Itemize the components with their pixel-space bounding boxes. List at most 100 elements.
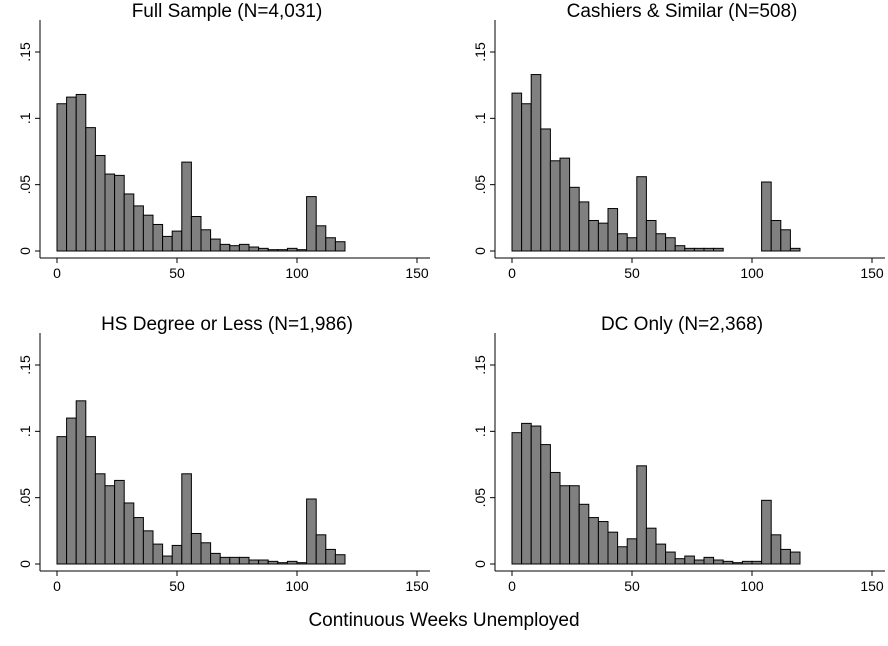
bar — [578, 201, 590, 252]
bar — [607, 208, 619, 252]
bar — [123, 193, 135, 252]
x-tick-label: 150 — [860, 265, 884, 281]
bar — [684, 247, 695, 252]
bar — [133, 205, 144, 252]
bar — [258, 559, 269, 565]
bar — [200, 229, 212, 252]
x-tick-label: 50 — [169, 578, 185, 594]
bar — [559, 485, 571, 565]
bar — [559, 157, 571, 252]
bar — [674, 245, 686, 252]
bar — [569, 485, 580, 565]
bar — [789, 551, 801, 565]
bar — [511, 432, 523, 565]
bar — [521, 103, 532, 252]
bar — [306, 498, 317, 565]
bar — [200, 542, 212, 565]
bar — [85, 436, 96, 565]
bar — [530, 425, 542, 565]
x-tick-label: 100 — [740, 578, 764, 594]
bar — [104, 485, 116, 565]
bar — [277, 562, 288, 565]
x-tick-label: 100 — [740, 265, 764, 281]
bar — [171, 230, 183, 252]
bar — [171, 544, 183, 565]
bar — [152, 543, 164, 565]
bar — [286, 247, 298, 252]
bar — [75, 400, 87, 565]
bar — [540, 444, 551, 565]
bar — [277, 249, 288, 252]
bar — [732, 562, 743, 565]
x-tick-label: 50 — [624, 578, 640, 594]
bar — [181, 161, 192, 252]
y-tick-label: .05 — [17, 488, 33, 508]
bar — [684, 555, 695, 565]
y-tick-label: .15 — [17, 355, 33, 375]
x-tick-label: 150 — [405, 578, 429, 594]
y-tick-label: .1 — [17, 112, 33, 124]
bar — [238, 243, 250, 252]
y-tick-label: 0 — [17, 247, 33, 255]
bar — [296, 562, 308, 565]
bar — [597, 521, 609, 565]
bar — [626, 237, 638, 252]
bar — [66, 417, 77, 565]
panel-title: HS Degree or Less (N=1,986) — [101, 314, 353, 335]
bar — [142, 530, 154, 565]
bar — [133, 517, 144, 565]
bar — [219, 556, 231, 565]
bar — [693, 247, 705, 252]
bar — [569, 186, 580, 252]
bar — [229, 556, 240, 565]
bar — [267, 249, 279, 252]
bar — [780, 229, 791, 252]
y-tick-label: .1 — [472, 112, 488, 124]
bar — [190, 216, 202, 252]
y-tick-label: .1 — [17, 425, 33, 437]
panel: DC Only (N=2,368) 0 .05 .1 .15 0 50 100 150 — [472, 314, 885, 594]
bar — [780, 548, 791, 565]
bar — [315, 534, 327, 565]
bar — [665, 551, 676, 565]
panel-title: Full Sample (N=4,031) — [132, 1, 323, 22]
x-tick-label: 100 — [285, 265, 309, 281]
x-tick-label: 150 — [860, 578, 884, 594]
bar — [770, 219, 782, 252]
bar — [315, 225, 327, 252]
bar — [761, 181, 772, 252]
panel: Full Sample (N=4,031) 0 .05 .1 .15 0 50 100 150 — [17, 1, 430, 281]
bar — [181, 473, 192, 565]
bar — [626, 538, 638, 565]
bar — [540, 128, 551, 252]
bar — [94, 154, 106, 252]
y-tick-label: 0 — [472, 560, 488, 568]
bar — [267, 560, 279, 565]
bar — [655, 233, 667, 252]
bar — [588, 517, 599, 565]
bar — [722, 560, 734, 565]
y-tick-label: .05 — [472, 175, 488, 195]
bar — [190, 532, 202, 565]
x-tick-label: 0 — [53, 265, 61, 281]
bar — [66, 96, 77, 252]
bar — [258, 247, 269, 252]
bar — [75, 93, 87, 252]
bar — [511, 92, 523, 252]
bar — [770, 534, 782, 565]
bar — [693, 559, 705, 565]
bar — [789, 247, 801, 252]
bar — [665, 237, 676, 252]
bar — [578, 503, 590, 565]
bar — [549, 471, 561, 565]
panel: Cashiers & Similar (N=508) 0 .05 .1 .15 0 50 10… — [472, 1, 885, 281]
bar — [210, 238, 221, 252]
y-tick-label: 0 — [17, 560, 33, 568]
bar — [56, 436, 68, 565]
bar — [219, 243, 231, 252]
x-axis-title: Continuous Weeks Unemployed — [308, 610, 579, 631]
bar — [248, 246, 260, 252]
bar — [334, 554, 346, 565]
panel: HS Degree or Less (N=1,986) 0 .05 .1 .15 0 50 1… — [17, 314, 430, 594]
bar — [703, 247, 715, 252]
